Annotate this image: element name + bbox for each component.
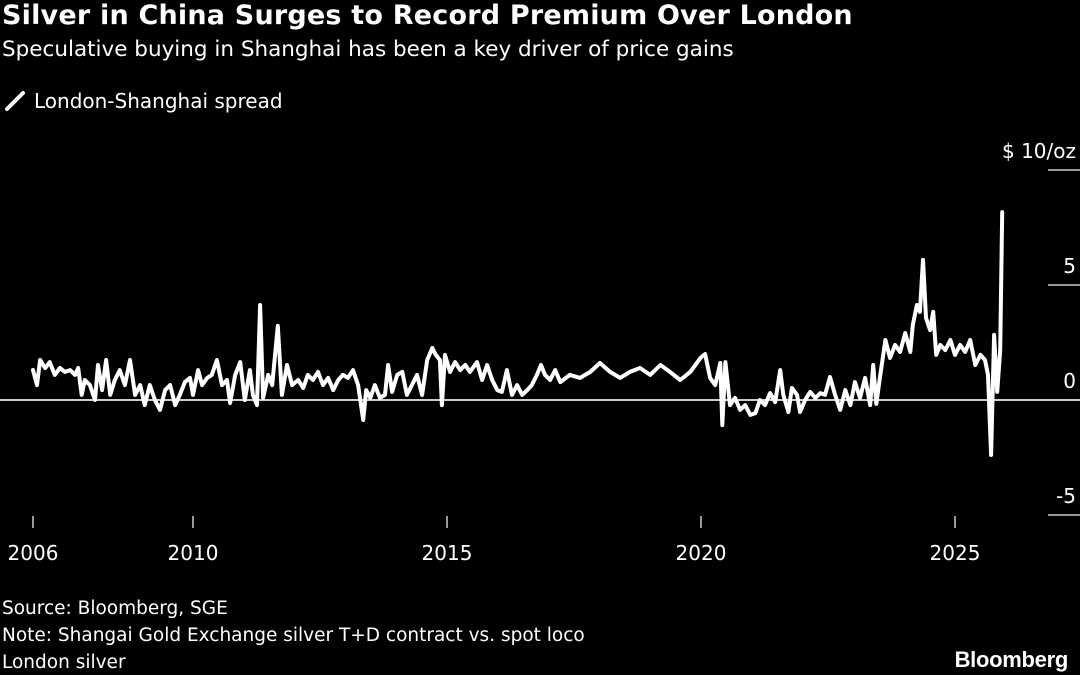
- chart-title: Silver in China Surges to Record Premium…: [2, 0, 853, 31]
- x-tick-label: 2010: [168, 541, 219, 565]
- legend-line-icon: [5, 91, 25, 111]
- bloomberg-logo: Bloomberg: [954, 647, 1069, 672]
- x-tick-label: 2020: [676, 541, 727, 565]
- y-tick-label: 0: [1063, 369, 1076, 393]
- chart-subtitle: Speculative buying in Shanghai has been …: [2, 37, 734, 62]
- legend: London-Shanghai spread: [4, 89, 283, 113]
- legend-label: London-Shanghai spread: [34, 89, 283, 113]
- x-tick-label: 2015: [422, 541, 473, 565]
- y-tick-label: $ 10/oz: [1002, 139, 1076, 163]
- footnote-line2: London silver: [2, 652, 126, 673]
- series-line-london-shanghai-spread: [31, 210, 1005, 457]
- y-tick-label: -5: [1056, 484, 1076, 508]
- footnote-line1: Note: Shangai Gold Exchange silver T+D c…: [2, 625, 585, 646]
- x-tick-label: 2025: [930, 541, 981, 565]
- source-note: Source: Bloomberg, SGE: [2, 598, 228, 619]
- x-tick-label: 2006: [8, 541, 59, 565]
- y-tick-label: 5: [1063, 254, 1076, 278]
